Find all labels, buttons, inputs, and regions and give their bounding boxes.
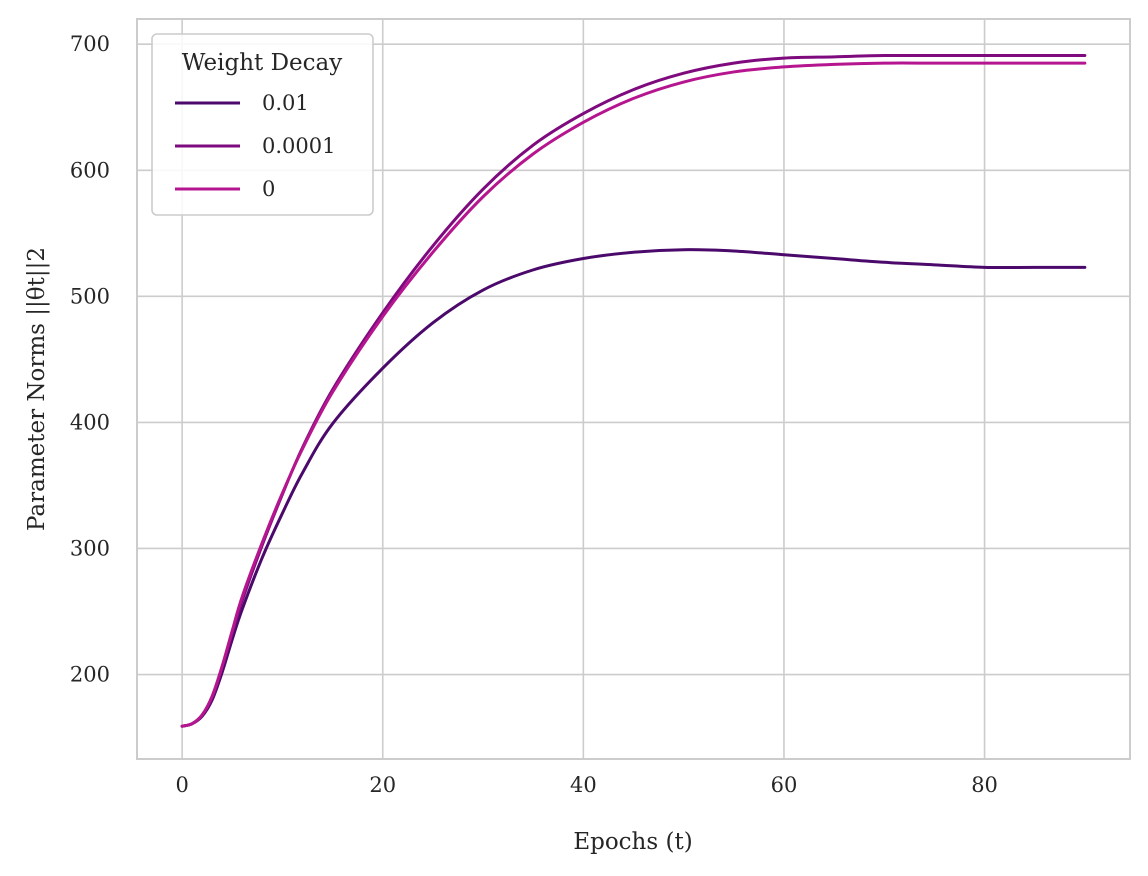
series-lines <box>180 53 1087 728</box>
y-tick-label: 600 <box>70 158 110 182</box>
series-line-0 <box>180 248 1087 728</box>
y-tick-label: 500 <box>70 284 110 308</box>
tick-labels: 0 20 40 60 80 200 300 400 500 600 700 <box>70 32 998 797</box>
y-tick-label: 300 <box>70 536 110 560</box>
y-tick-label: 400 <box>70 410 110 434</box>
legend: Weight Decay 0.01 0.0001 0 <box>151 33 374 216</box>
legend-title: Weight Decay <box>182 50 342 76</box>
grid <box>137 19 1130 759</box>
x-tick-label: 60 <box>771 773 798 797</box>
legend-items: 0.01 0.0001 0 <box>175 91 335 201</box>
x-tick-label: 0 <box>175 773 188 797</box>
x-axis-label: Epochs (t) <box>573 829 692 855</box>
legend-box <box>151 33 374 216</box>
legend-label: 0.01 <box>262 91 309 115</box>
y-tick-label: 200 <box>70 663 110 687</box>
plot-frame <box>136 18 1131 760</box>
x-tick-label: 40 <box>570 773 597 797</box>
y-tick-label: 700 <box>70 32 110 56</box>
y-axis-label: Parameter Norms ||θt||2 <box>24 247 50 531</box>
series-line-2 <box>180 61 1087 728</box>
legend-label: 0 <box>262 177 275 201</box>
legend-label: 0.0001 <box>262 134 335 158</box>
x-tick-label: 20 <box>369 773 396 797</box>
x-tick-label: 80 <box>971 773 998 797</box>
